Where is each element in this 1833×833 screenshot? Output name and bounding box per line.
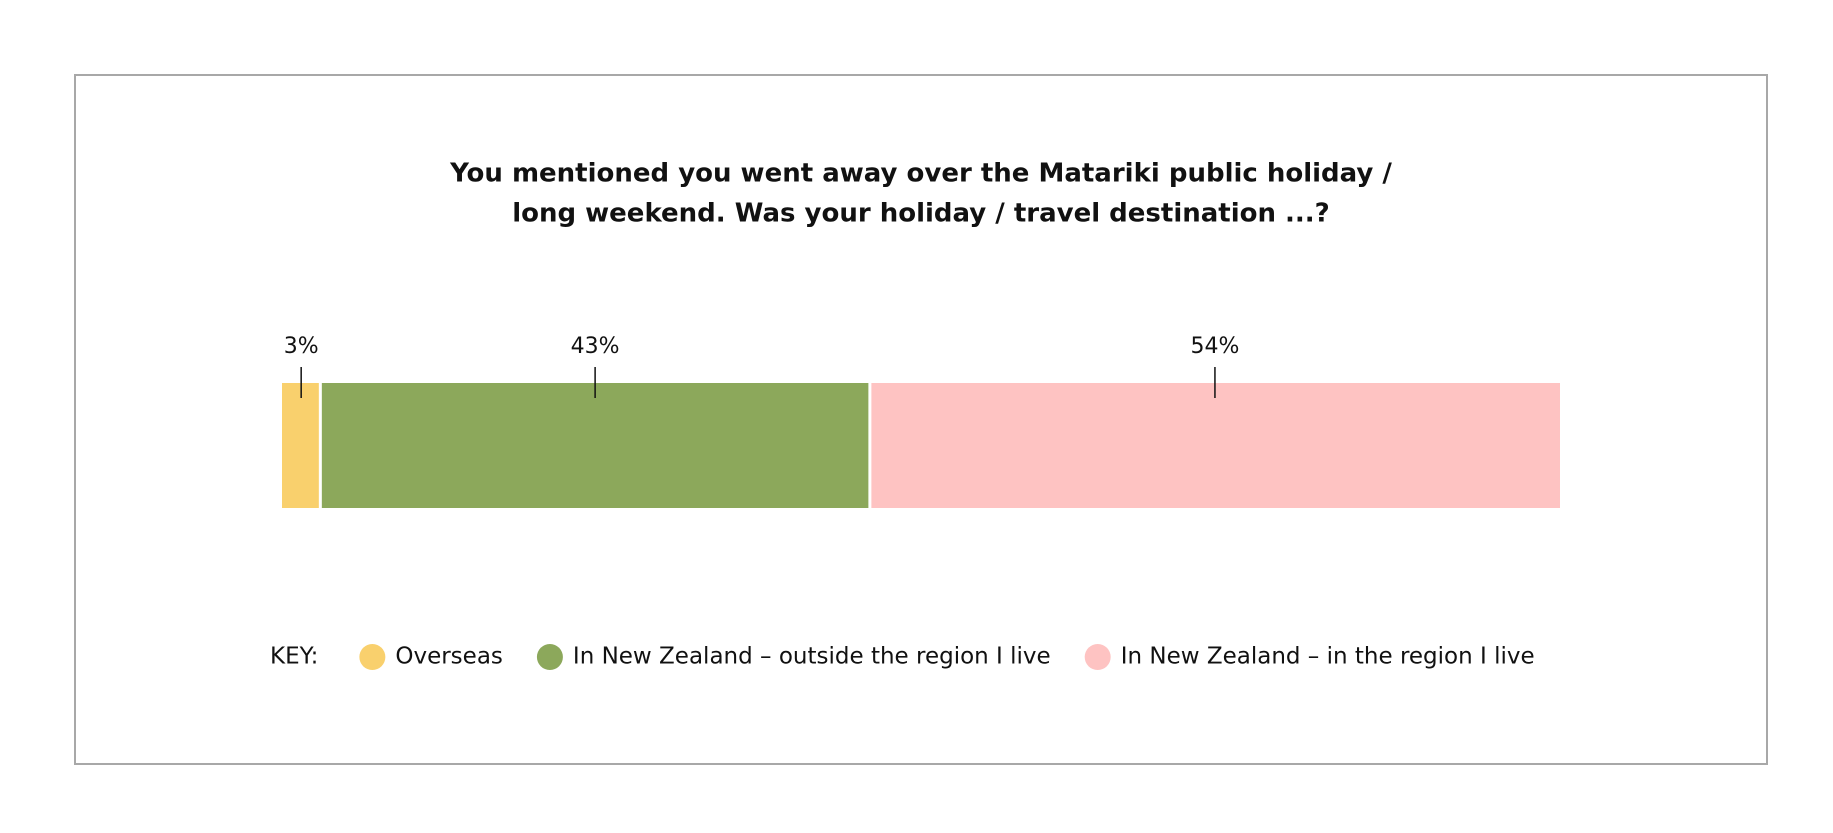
bar-segment (282, 383, 319, 508)
bar-segment (871, 383, 1560, 508)
chart-title: long weekend. Was your holiday / travel … (512, 199, 1330, 229)
legend-label: In New Zealand – in the region I live (1121, 644, 1535, 670)
legend-label: Overseas (395, 644, 503, 670)
data-label: 43% (571, 334, 620, 359)
chart-title: You mentioned you went away over the Mat… (449, 159, 1392, 189)
legend-title: KEY: (270, 644, 318, 670)
data-label: 54% (1190, 334, 1239, 359)
legend-swatch (1084, 644, 1111, 670)
data-label: 3% (284, 334, 319, 359)
legend-swatch (359, 644, 386, 670)
legend-swatch (536, 644, 563, 670)
legend-label: In New Zealand – outside the region I li… (573, 644, 1051, 670)
bar-segment (321, 383, 869, 508)
